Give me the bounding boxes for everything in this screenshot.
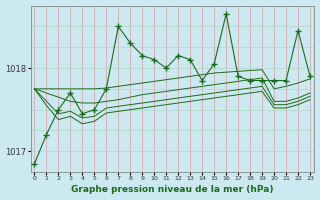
X-axis label: Graphe pression niveau de la mer (hPa): Graphe pression niveau de la mer (hPa) (71, 185, 274, 194)
